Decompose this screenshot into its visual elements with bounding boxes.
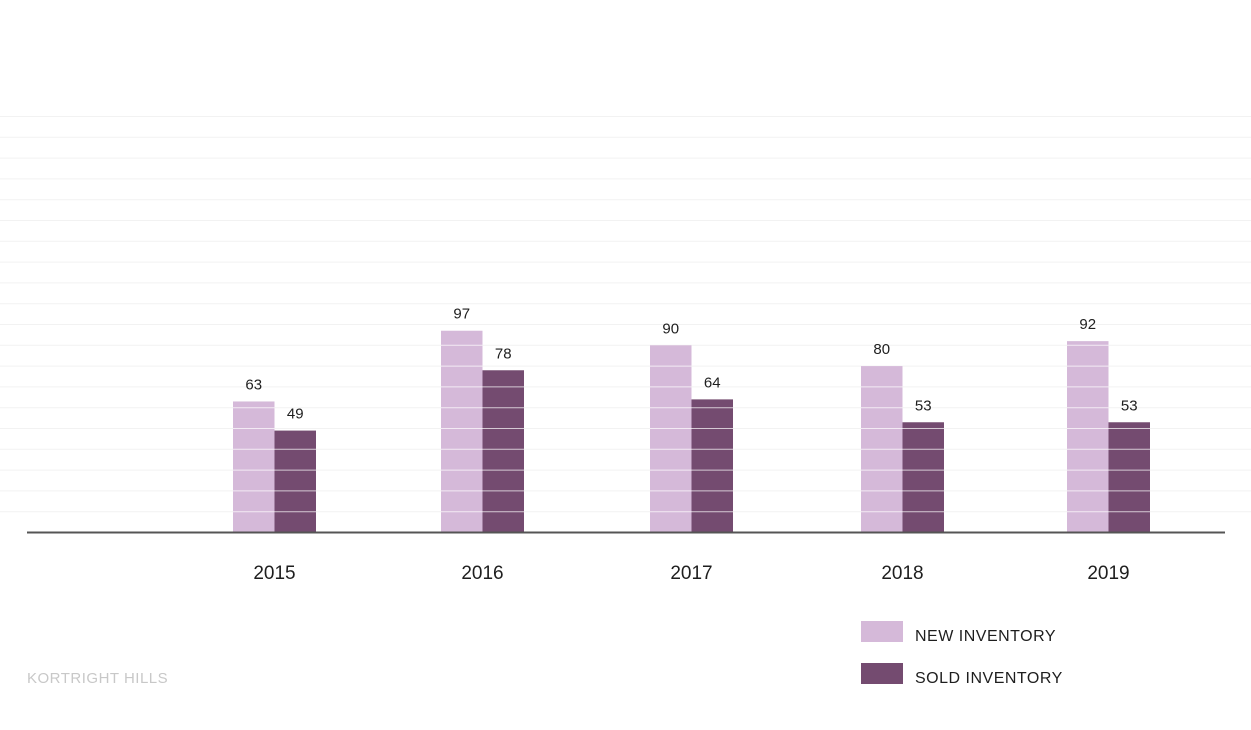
value-labels: 63 49 97 78 90 64 80 53 92 53 <box>245 306 1137 423</box>
x-tick-label-2018: 2018 <box>881 563 923 584</box>
bar-sold-inventory-2015 <box>274 430 316 533</box>
brand-watermark: KORTRIGHT HILLS <box>27 670 168 687</box>
value-label-sold-inventory-2018: 53 <box>915 397 932 414</box>
grid-lines <box>0 116 1251 513</box>
x-tick-labels: 2015 2016 2017 2018 2019 <box>253 563 1129 584</box>
legend-label-new-inventory: NEW INVENTORY <box>915 628 1056 645</box>
value-label-new-inventory-2019: 92 <box>1079 316 1096 333</box>
bar-separators <box>233 344 1150 513</box>
x-tick-label-2017: 2017 <box>670 563 712 584</box>
bar-new-inventory-2016 <box>441 330 483 533</box>
value-label-new-inventory-2015: 63 <box>245 376 262 393</box>
bar-sold-inventory-2017 <box>691 399 733 533</box>
legend-swatch-sold-inventory <box>861 663 903 684</box>
x-tick-label-2016: 2016 <box>461 563 503 584</box>
value-label-sold-inventory-2017: 64 <box>704 374 721 391</box>
x-tick-label-2015: 2015 <box>253 563 295 584</box>
bar-new-inventory-2017 <box>650 345 692 533</box>
legend-label-sold-inventory: SOLD INVENTORY <box>915 670 1063 687</box>
value-label-sold-inventory-2015: 49 <box>287 406 304 423</box>
value-label-sold-inventory-2016: 78 <box>495 345 512 362</box>
value-label-new-inventory-2018: 80 <box>873 341 890 358</box>
value-label-new-inventory-2017: 90 <box>662 320 679 337</box>
value-label-sold-inventory-2019: 53 <box>1121 397 1138 414</box>
bar-sold-inventory-2019 <box>1108 422 1150 533</box>
legend-swatch-new-inventory <box>861 621 903 642</box>
legend: NEW INVENTORY SOLD INVENTORY <box>861 621 1063 687</box>
bar-new-inventory-2015 <box>233 401 275 533</box>
value-label-new-inventory-2016: 97 <box>453 306 470 323</box>
bar-sold-inventory-2016 <box>482 370 524 533</box>
bar-new-inventory-2019 <box>1067 341 1109 533</box>
bar-sold-inventory-2018 <box>902 422 944 533</box>
x-tick-label-2019: 2019 <box>1087 563 1129 584</box>
bars <box>233 330 1150 533</box>
